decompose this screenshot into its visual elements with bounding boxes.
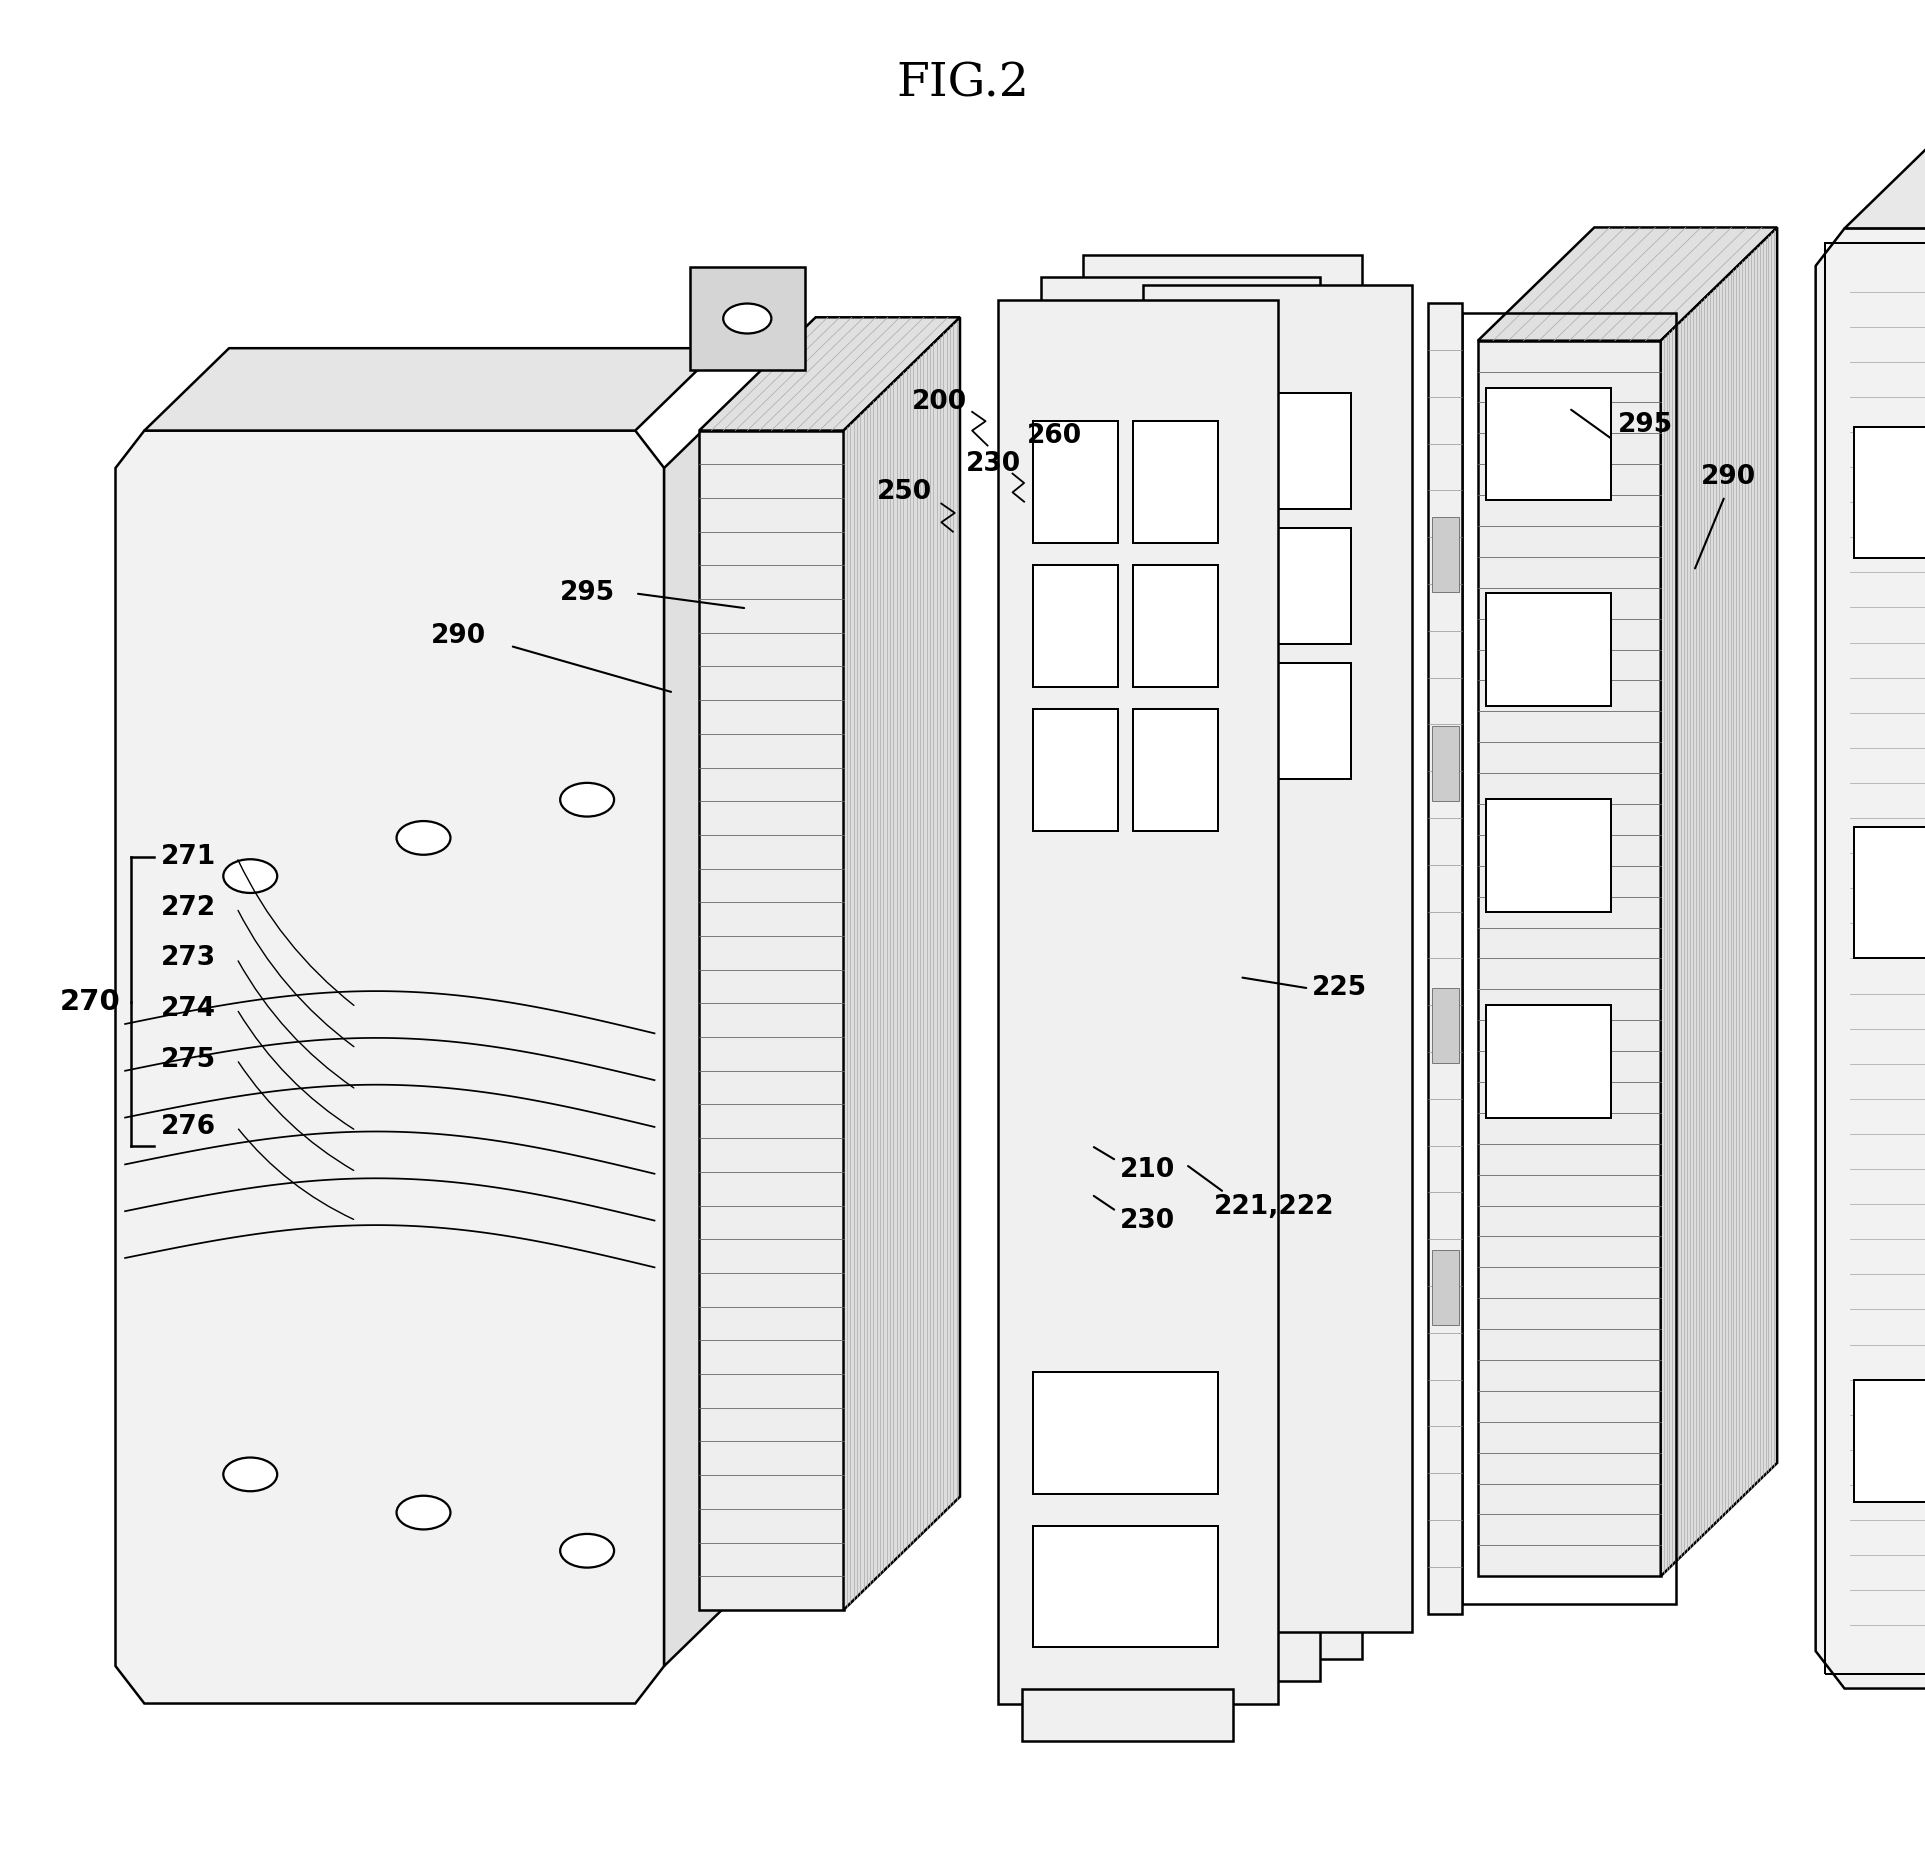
Text: 295: 295	[560, 580, 614, 607]
Polygon shape	[1118, 665, 1203, 786]
Polygon shape	[1084, 255, 1363, 1659]
Polygon shape	[1022, 1689, 1234, 1741]
Polygon shape	[1270, 663, 1351, 779]
Ellipse shape	[223, 859, 277, 893]
Text: 250: 250	[878, 479, 932, 505]
Polygon shape	[1034, 1372, 1219, 1494]
Text: 272: 272	[162, 895, 216, 921]
Polygon shape	[689, 268, 805, 371]
Ellipse shape	[397, 1496, 450, 1529]
Text: 290: 290	[431, 623, 485, 650]
Polygon shape	[1844, 140, 1925, 228]
Polygon shape	[1432, 726, 1459, 801]
Polygon shape	[1134, 565, 1219, 687]
Polygon shape	[843, 316, 961, 1610]
Polygon shape	[1219, 665, 1303, 786]
Polygon shape	[1176, 687, 1261, 809]
Polygon shape	[1118, 1327, 1303, 1449]
Text: 273: 273	[162, 945, 216, 972]
Text: 271: 271	[162, 844, 216, 870]
Polygon shape	[1134, 421, 1219, 543]
Polygon shape	[1174, 528, 1255, 644]
Polygon shape	[1034, 1526, 1219, 1647]
Ellipse shape	[397, 822, 450, 856]
Polygon shape	[699, 431, 843, 1610]
Polygon shape	[1219, 520, 1303, 642]
Polygon shape	[1143, 285, 1413, 1632]
Polygon shape	[1854, 1380, 1925, 1501]
Polygon shape	[1118, 1481, 1303, 1602]
Polygon shape	[1041, 277, 1321, 1681]
Text: 200: 200	[912, 389, 966, 416]
Polygon shape	[1118, 520, 1203, 642]
Text: 274: 274	[162, 996, 216, 1022]
Polygon shape	[1486, 799, 1611, 912]
Polygon shape	[1174, 393, 1255, 509]
Polygon shape	[1219, 376, 1303, 498]
Text: 230: 230	[966, 451, 1020, 477]
Ellipse shape	[724, 303, 772, 333]
Polygon shape	[1815, 228, 1925, 1689]
Polygon shape	[1478, 341, 1661, 1576]
Polygon shape	[1432, 1250, 1459, 1325]
Polygon shape	[664, 386, 749, 1666]
Text: 210: 210	[1120, 1157, 1174, 1183]
Polygon shape	[1854, 827, 1925, 958]
Ellipse shape	[560, 782, 614, 816]
Polygon shape	[1076, 543, 1161, 665]
Polygon shape	[1661, 227, 1777, 1576]
Polygon shape	[1432, 988, 1459, 1063]
Polygon shape	[1076, 687, 1161, 809]
Polygon shape	[1270, 393, 1351, 509]
Polygon shape	[1034, 565, 1118, 687]
Text: 290: 290	[1702, 464, 1756, 490]
Polygon shape	[1486, 1005, 1611, 1118]
Polygon shape	[999, 300, 1278, 1704]
Polygon shape	[1432, 517, 1459, 592]
Ellipse shape	[223, 1458, 277, 1492]
Polygon shape	[699, 316, 961, 431]
Ellipse shape	[560, 1533, 614, 1567]
Polygon shape	[1076, 1503, 1261, 1625]
Text: FIG.2: FIG.2	[895, 62, 1030, 107]
Text: 225: 225	[1313, 975, 1367, 1002]
Polygon shape	[1428, 303, 1463, 1614]
Polygon shape	[1118, 376, 1203, 498]
Polygon shape	[1176, 399, 1261, 520]
Polygon shape	[1270, 528, 1351, 644]
Polygon shape	[1076, 399, 1161, 520]
Text: 221,222: 221,222	[1215, 1194, 1334, 1221]
Polygon shape	[1174, 663, 1255, 779]
Text: 276: 276	[162, 1114, 216, 1140]
Text: 260: 260	[1028, 423, 1082, 449]
Text: 295: 295	[1619, 412, 1673, 438]
Polygon shape	[116, 431, 664, 1704]
Polygon shape	[1854, 427, 1925, 558]
Polygon shape	[1486, 388, 1611, 500]
Polygon shape	[1034, 421, 1118, 543]
Text: 230: 230	[1120, 1207, 1174, 1234]
Text: 270: 270	[60, 988, 121, 1015]
Polygon shape	[1134, 709, 1219, 831]
Polygon shape	[144, 348, 720, 431]
Polygon shape	[1176, 543, 1261, 665]
Polygon shape	[1478, 227, 1777, 341]
Polygon shape	[1076, 1350, 1261, 1471]
Polygon shape	[1034, 709, 1118, 831]
Text: 275: 275	[162, 1046, 216, 1073]
Polygon shape	[1486, 593, 1611, 706]
